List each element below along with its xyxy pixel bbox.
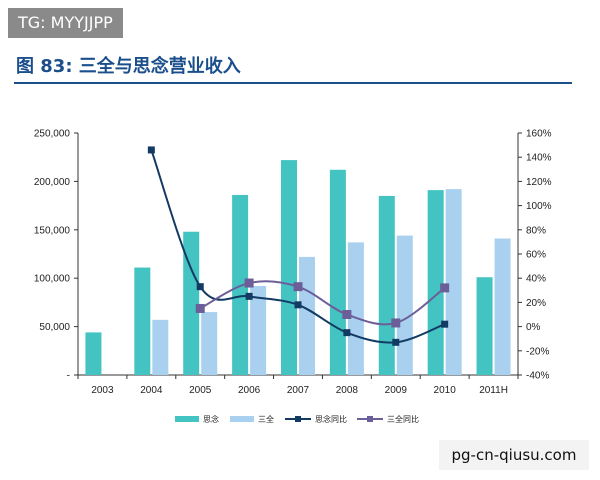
sinian-yoy-point	[294, 301, 302, 309]
chart-ticks: - 50,000 100,000 150,000 200,000 250,000 -40% -…	[34, 129, 552, 397]
left-tick-label: 50,000	[39, 322, 70, 333]
x-tick-label: 2008	[336, 385, 359, 396]
right-tick-label: 0%	[526, 322, 541, 333]
legend-swatch-marker	[295, 416, 301, 422]
sanquan-bar	[347, 242, 364, 375]
sinian-bar	[183, 231, 200, 375]
sinian-yoy-point	[343, 329, 351, 337]
figure-title: 图 83: 三全与思念营业收入	[16, 56, 241, 77]
x-tick-label: 2010	[434, 385, 457, 396]
sinian-bar	[232, 194, 249, 375]
chart-lines	[147, 146, 450, 346]
sinian-bar	[85, 332, 102, 375]
sanquan-yoy-point	[293, 282, 303, 292]
left-tick-label: 100,000	[34, 274, 71, 285]
sanquan-yoy-point	[391, 318, 401, 328]
right-tick-label: -20%	[526, 346, 549, 357]
sinian-bar	[329, 169, 346, 375]
sinian-yoy-point	[196, 283, 204, 291]
sinian-yoy-point	[147, 146, 155, 154]
chart-axes	[74, 132, 522, 379]
right-tick-label: -40%	[526, 371, 549, 382]
chart-bars	[85, 160, 511, 375]
left-tick-label: 150,000	[34, 225, 71, 236]
site-watermark: pg-cn-qiusu.com	[439, 440, 589, 470]
legend-swatch-marker	[367, 416, 373, 422]
right-tick-label: 160%	[526, 129, 552, 140]
legend-label: 思念同比	[315, 414, 347, 424]
right-tick-label: 140%	[526, 153, 552, 164]
left-tick-label: -	[67, 371, 70, 382]
sinian-bar	[134, 267, 151, 375]
sanquan-yoy-point	[195, 303, 205, 313]
sanquan-yoy-point	[244, 278, 254, 288]
x-tick-label: 2006	[238, 385, 261, 396]
right-tick-label: 120%	[526, 177, 552, 188]
sinian-yoy-point	[441, 320, 449, 328]
sinian-bar	[476, 277, 493, 375]
x-tick-label: 2011H	[479, 385, 508, 396]
title-underline	[14, 82, 572, 84]
x-tick-label: 2007	[287, 385, 310, 396]
x-tick-label: 2009	[385, 385, 408, 396]
x-tick-label: 2003	[91, 385, 114, 396]
chart-legend: 思念 三全 思念同比 三全同比	[175, 414, 419, 424]
right-tick-label: 80%	[526, 225, 546, 236]
x-tick-label: 2004	[140, 385, 163, 396]
right-tick-label: 100%	[526, 201, 552, 212]
sinian-bar	[427, 190, 444, 375]
legend-swatch	[230, 416, 254, 422]
x-tick-label: 2005	[189, 385, 212, 396]
legend-label: 三全同比	[387, 414, 419, 424]
sinian-bar	[378, 195, 395, 375]
sanquan-bar	[445, 189, 462, 375]
legend-label: 三全	[258, 414, 274, 424]
legend-swatch	[175, 416, 199, 422]
sinian-yoy-point	[245, 292, 253, 300]
right-tick-label: 60%	[526, 250, 546, 261]
sanquan-yoy-point	[440, 283, 450, 293]
sanquan-yoy-point	[342, 310, 352, 319]
right-tick-label: 20%	[526, 298, 546, 309]
sinian-yoy-point	[392, 338, 400, 346]
right-tick-label: 40%	[526, 274, 546, 285]
sanquan-bar	[152, 319, 169, 375]
sinian-bar	[281, 160, 297, 375]
sanquan-bar	[396, 235, 413, 375]
sanquan-bar	[201, 312, 218, 375]
sanquan-bar	[494, 238, 511, 375]
left-tick-label: 200,000	[34, 177, 71, 188]
sanquan-bar	[299, 256, 315, 375]
watermark-tag: TG: MYYJJPP	[8, 8, 123, 38]
legend-label: 思念	[203, 414, 219, 424]
sanquan-bar	[250, 285, 267, 375]
left-tick-label: 250,000	[34, 129, 71, 140]
